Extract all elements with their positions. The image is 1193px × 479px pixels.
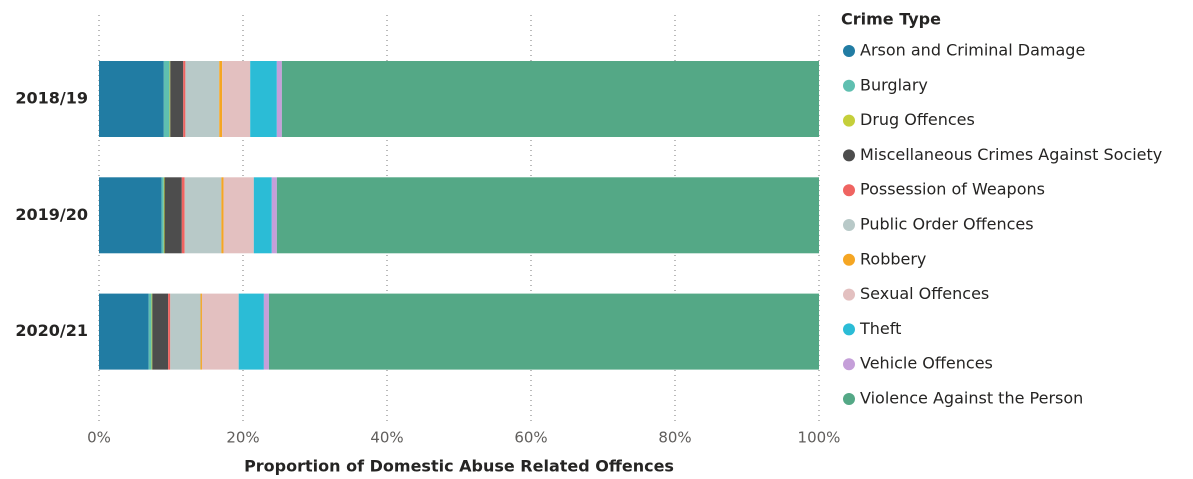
legend-label: Robbery: [860, 249, 926, 268]
legend-title: Crime Type: [841, 10, 941, 29]
bar-segment: [223, 177, 254, 254]
bar-segment: [99, 61, 164, 137]
bar-segment: [271, 177, 277, 254]
legend-label: Arson and Criminal Damage: [860, 41, 1085, 60]
legend-marker: [843, 219, 855, 231]
x-tick-label: 100%: [798, 429, 841, 447]
bar-segment: [200, 293, 202, 370]
legend-label: Vehicle Offences: [860, 354, 993, 373]
legend-label: Possession of Weapons: [860, 180, 1045, 199]
bar-segment: [253, 177, 272, 254]
bar-segment: [161, 177, 164, 254]
legend-label: Miscellaneous Crimes Against Society: [860, 145, 1162, 164]
bar-segment: [168, 293, 171, 370]
legend-label: Burglary: [860, 75, 928, 94]
bar-segment: [164, 177, 182, 254]
bar-segment: [276, 177, 820, 254]
legend-marker: [843, 323, 855, 336]
x-tick-label: 80%: [658, 429, 691, 447]
legend-label: Public Order Offences: [860, 215, 1034, 234]
bar-segment: [99, 177, 162, 254]
bar-segment: [201, 293, 239, 370]
y-tick-label: 2020/21: [15, 321, 88, 340]
x-tick-label: 20%: [226, 429, 259, 447]
bar-segment: [238, 293, 264, 370]
legend-marker: [843, 358, 855, 371]
legend-marker: [843, 79, 855, 92]
bar-segment: [184, 177, 222, 254]
bar-segment: [163, 61, 170, 137]
legend-marker: [843, 393, 855, 405]
bar-segment: [151, 293, 153, 370]
legend-label: Theft: [859, 319, 901, 338]
bar-segment: [221, 177, 224, 254]
bar-segment: [170, 293, 201, 370]
legend-label: Sexual Offences: [860, 284, 989, 303]
bar-segment: [148, 293, 152, 370]
y-tick-label: 2019/20: [15, 205, 88, 224]
bar-segment: [268, 293, 819, 370]
bar-segment: [281, 61, 819, 137]
bar-segment: [222, 61, 251, 137]
x-tick-label: 40%: [370, 429, 403, 447]
bar-segment: [170, 61, 184, 137]
x-tick-label: 0%: [87, 429, 111, 447]
legend-label: Violence Against the Person: [860, 389, 1083, 408]
bar-segment: [169, 61, 171, 137]
x-axis-label: Proportion of Domestic Abuse Related Off…: [244, 457, 674, 476]
legend-marker: [843, 184, 855, 197]
legend-marker: [843, 45, 855, 57]
legend-marker: [843, 149, 855, 162]
y-tick-label: 2018/19: [15, 89, 88, 108]
bar-segment: [99, 293, 149, 370]
legend-marker: [843, 288, 855, 301]
bar-segment: [263, 293, 269, 370]
bar-segment: [185, 61, 220, 137]
bar-segment: [152, 293, 169, 370]
legend-label: Drug Offences: [860, 110, 975, 129]
bar-segment: [163, 177, 165, 254]
legend-marker: [843, 114, 855, 127]
bar-segment: [276, 61, 282, 137]
legend-marker: [843, 253, 855, 266]
bar-segment: [219, 61, 223, 137]
bar-segment: [183, 61, 186, 137]
x-tick-label: 60%: [514, 429, 547, 447]
bar-segment: [250, 61, 277, 137]
bar-segment: [181, 177, 185, 254]
